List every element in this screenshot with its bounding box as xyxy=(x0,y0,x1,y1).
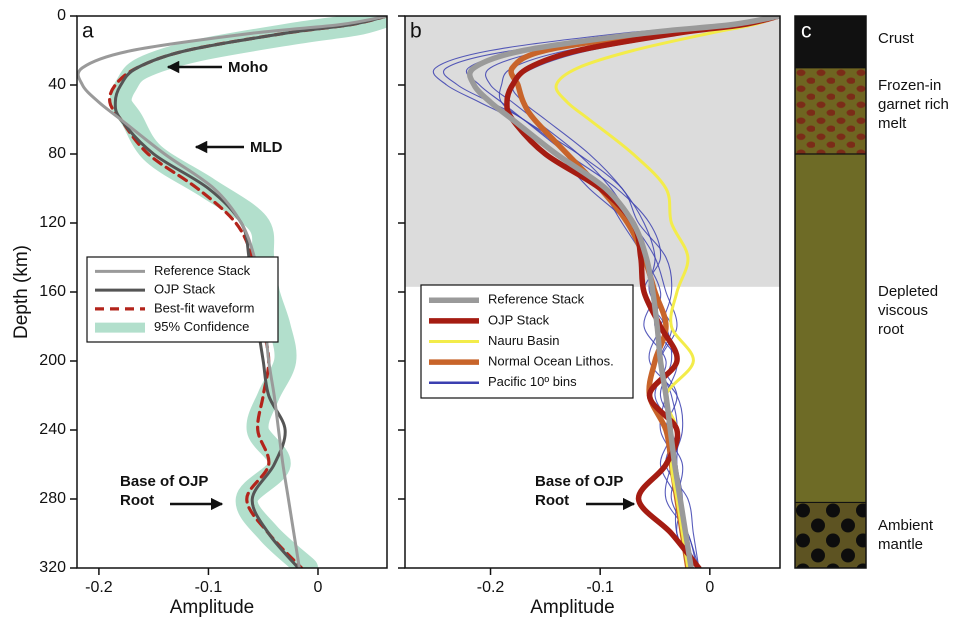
legend-label: 95% Confidence xyxy=(154,319,249,334)
legend-label: Best-fit waveform xyxy=(154,300,254,315)
panel-label: b xyxy=(410,20,422,43)
layer xyxy=(795,16,866,68)
x-tick-label: -0.1 xyxy=(586,579,614,596)
legend-label: OJP Stack xyxy=(488,312,550,327)
column-frame xyxy=(794,15,867,569)
layer xyxy=(795,154,866,503)
series-line xyxy=(77,16,387,568)
series-line xyxy=(467,16,780,568)
layer-label: Frozen-in garnet rich melt xyxy=(878,77,949,133)
plot-area xyxy=(77,16,387,568)
legend-label: OJP Stack xyxy=(154,282,216,297)
x-tick-label: -0.2 xyxy=(85,579,113,596)
y-tick-label: 200 xyxy=(39,352,66,369)
x-tick-label: 0 xyxy=(705,579,714,596)
legend-label: Pacific 10º bins xyxy=(488,374,577,389)
y-tick-label: 120 xyxy=(39,214,66,231)
x-axis-label: Amplitude xyxy=(170,597,255,618)
layer-label: Crust xyxy=(878,30,914,47)
y-tick-label: 80 xyxy=(48,145,66,162)
legend-label: Nauru Basin xyxy=(488,333,560,348)
layer-label: Ambient mantle xyxy=(878,517,934,554)
legend-label: Reference Stack xyxy=(154,263,251,278)
annotation: Base of OJP Root xyxy=(120,473,209,509)
y-tick-label: 280 xyxy=(39,490,66,507)
layer-pattern xyxy=(795,67,866,154)
annotation: Base of OJP Root xyxy=(535,473,624,509)
y-tick-label: 240 xyxy=(39,421,66,438)
series-line xyxy=(508,16,780,568)
x-axis-label: Amplitude xyxy=(530,597,615,618)
y-tick-label: 0 xyxy=(57,7,66,24)
y-tick-label: 40 xyxy=(48,76,66,93)
legend-label: Normal Ocean Lithos. xyxy=(488,354,614,369)
y-axis-label: Depth (km) xyxy=(11,245,32,339)
x-tick-label: -0.1 xyxy=(195,579,223,596)
y-tick-label: 160 xyxy=(39,283,66,300)
x-tick-label: 0 xyxy=(314,579,323,596)
annotation: Moho xyxy=(228,59,268,76)
y-tick-label: 320 xyxy=(39,559,66,576)
confidence-band xyxy=(109,16,387,568)
layer-pattern xyxy=(795,502,866,568)
plot-area xyxy=(405,16,780,568)
layer-label: Depleted viscous root xyxy=(878,282,939,338)
panel-label: c xyxy=(801,20,812,43)
annotation: MLD xyxy=(250,139,283,156)
panel-label: a xyxy=(82,20,94,43)
x-tick-label: -0.2 xyxy=(477,579,505,596)
legend-label: Reference Stack xyxy=(488,292,585,307)
